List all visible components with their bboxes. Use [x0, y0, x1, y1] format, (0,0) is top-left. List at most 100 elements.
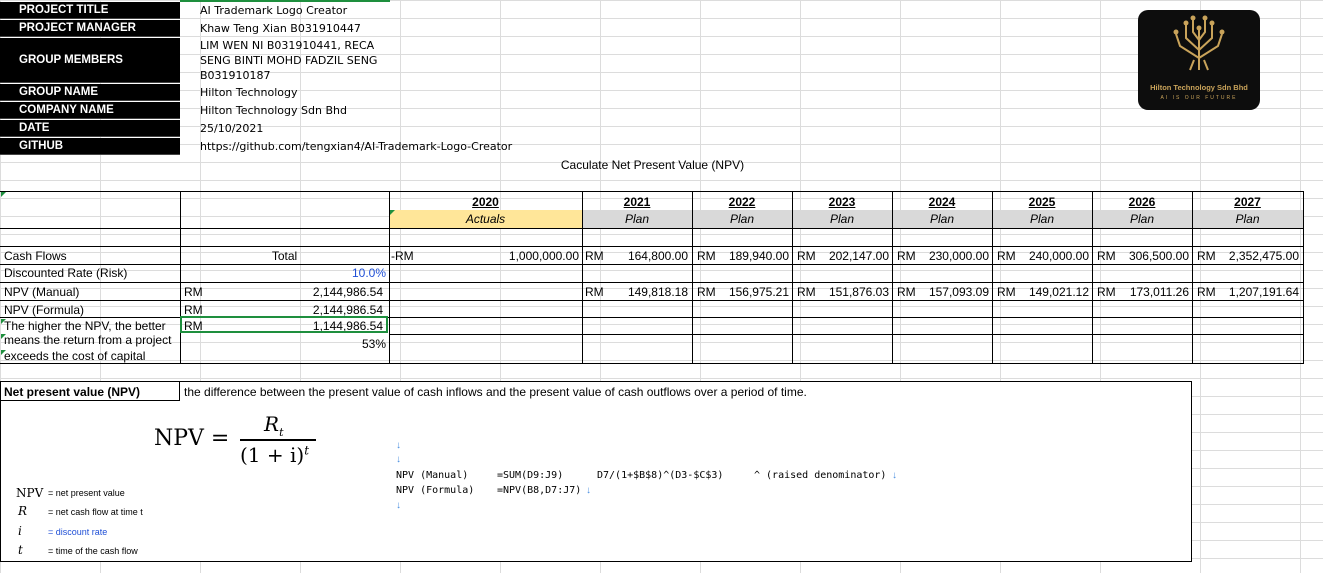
comment-marker — [1, 192, 6, 197]
year-2020: 2020 — [472, 195, 499, 209]
npv-2027[interactable]: 1,207,191.64 — [1228, 285, 1299, 299]
github-label: GITHUB — [0, 138, 180, 155]
cash-flow-2024[interactable]: 230,000.00 — [928, 249, 989, 263]
year-2021-sub: Plan — [624, 212, 650, 226]
npv-2023[interactable]: 151,876.03 — [828, 285, 889, 299]
npv-formula-image: NPV = Rt (1 + i)t — [150, 410, 330, 480]
logo-tagline: AI IS OUR FUTURE — [1160, 95, 1238, 101]
discount-rate-value[interactable]: 10.0% — [351, 266, 386, 280]
date-label: DATE — [0, 120, 180, 137]
label-npv-manual[interactable]: NPV (Manual) — [4, 285, 80, 299]
cash-flow-2023[interactable]: 202,147.00 — [828, 249, 889, 263]
npv-manual-total[interactable]: 2,144,986.54 — [312, 285, 383, 299]
formula-legend: NPV = net present value R = net cash flo… — [10, 482, 180, 560]
cash-flow-2022-currency: RM — [697, 249, 716, 263]
year-2024-sub: Plan — [929, 212, 955, 226]
percent-value[interactable]: 53% — [361, 337, 386, 351]
npv-2025-currency: RM — [997, 285, 1016, 299]
npv-2023-currency: RM — [797, 285, 816, 299]
note-line-2[interactable]: means the return from a project — [4, 333, 172, 347]
cash-flow-2020[interactable]: 1,000,000.00 — [508, 249, 579, 263]
legend-sym-npv: NPV — [16, 486, 44, 500]
label-npv-formula[interactable]: NPV (Formula) — [4, 303, 85, 317]
cash-flow-2023-currency: RM — [797, 249, 816, 263]
definition-text[interactable]: the difference between the present value… — [184, 385, 807, 399]
cash-flow-2025[interactable]: 240,000.00 — [1028, 249, 1089, 263]
comment-marker — [1, 350, 6, 355]
cash-flow-2022[interactable]: 189,940.00 — [728, 249, 789, 263]
formula-lhs: NPV = — [154, 426, 230, 451]
cash-flow-2024-currency: RM — [897, 249, 916, 263]
year-2025-sub: Plan — [1029, 212, 1055, 226]
definition-title[interactable]: Net present value (NPV) — [4, 385, 141, 399]
paragraph-mark-icon: ↓ — [396, 500, 401, 511]
year-2023-sub: Plan — [829, 212, 855, 226]
group-name-value[interactable]: Hilton Technology — [200, 86, 298, 99]
formula-notes-textbox[interactable]: ↓ ↓ NPV (Manual) =SUM(D9:J9) D7/(1+$B$8)… — [390, 438, 920, 516]
note-line-3[interactable]: exceeds the cost of capital — [4, 349, 146, 363]
code-manual-label: NPV (Manual) — [396, 470, 469, 481]
legend-desc-r: = net cash flow at time t — [48, 507, 143, 517]
paragraph-mark-icon: ↓ — [396, 440, 401, 451]
company-name-label: COMPANY NAME — [0, 102, 180, 119]
note-line-1[interactable]: The higher the NPV, the better — [4, 319, 166, 333]
npv-2025[interactable]: 149,021.12 — [1028, 285, 1089, 299]
sheet-title: Caculate Net Present Value (NPV) — [560, 158, 745, 172]
npv-formula-total[interactable]: 2,144,986.54 — [312, 303, 383, 317]
year-2027: 2027 — [1234, 195, 1261, 209]
npv-2026[interactable]: 173,011.26 — [1129, 285, 1189, 299]
total-header[interactable]: Total — [271, 249, 298, 263]
github-value[interactable]: https://github.com/tengxian4/AI-Trademar… — [200, 140, 513, 153]
cash-flow-2020-currency: -RM — [391, 249, 414, 263]
company-name-value[interactable]: Hilton Technology Sdn Bhd — [200, 104, 347, 117]
legend-desc-i: = discount rate — [48, 527, 108, 537]
cash-flow-2021[interactable]: 164,800.00 — [627, 249, 688, 263]
code-manual-formula: =SUM(D9:J9) — [497, 470, 564, 481]
legend-sym-r: R — [18, 504, 28, 518]
group-members-label: GROUP MEMBERS — [0, 38, 180, 83]
year-2023: 2023 — [828, 195, 856, 209]
selection-top-border — [180, 0, 390, 2]
cell-selection-highlight — [180, 316, 388, 333]
project-title-label: PROJECT TITLE — [0, 2, 180, 19]
npv-2021[interactable]: 149,818.18 — [627, 285, 688, 299]
cash-flow-2027-currency: RM — [1197, 249, 1216, 263]
npv-manual-currency: RM — [184, 285, 203, 299]
definition-title-cell — [0, 381, 180, 401]
legend-sym-i: i — [18, 524, 22, 538]
npv-formula-currency: RM — [184, 303, 203, 317]
project-title-value[interactable]: AI Trademark Logo Creator — [200, 4, 348, 17]
npv-2021-currency: RM — [585, 285, 604, 299]
comment-marker — [390, 210, 395, 215]
formula-denominator: (1 + i)t — [240, 443, 310, 467]
company-logo: Hilton Technology Sdn Bhd AI IS OUR FUTU… — [1138, 10, 1260, 110]
legend-sym-t: t — [18, 543, 23, 557]
legend-desc-npv: = net present value — [48, 488, 125, 498]
plan-header-bg — [582, 210, 1303, 228]
difference-total[interactable]: 1,144,986.54 — [312, 319, 383, 333]
npv-2024[interactable]: 157,093.09 — [928, 285, 989, 299]
code-pv-formula: D7/(1+$B$8)^(D3-$C$3) — [597, 470, 724, 481]
year-2026-sub: Plan — [1129, 212, 1155, 226]
year-2027-sub: Plan — [1235, 212, 1260, 226]
label-discount-rate[interactable]: Discounted Rate (Risk) — [4, 266, 128, 280]
group-name-label: GROUP NAME — [0, 84, 180, 101]
npv-2022-currency: RM — [697, 285, 716, 299]
project-manager-value[interactable]: Khaw Teng Xian B031910447 — [200, 22, 361, 35]
actuals-header-bg — [389, 210, 582, 228]
cash-flow-2027[interactable]: 2,352,475.00 — [1228, 249, 1299, 263]
year-2021: 2021 — [623, 195, 651, 209]
group-members-value[interactable]: LIM WEN NI B031910441, RECA SENG BINTI M… — [200, 39, 378, 82]
comment-marker — [1, 334, 6, 339]
cash-flow-2026[interactable]: 306,500.00 — [1128, 249, 1189, 263]
label-cash-flows[interactable]: Cash Flows — [4, 249, 67, 263]
paragraph-mark-icon: ↓ — [586, 485, 591, 496]
npv-2022[interactable]: 156,975.21 — [728, 285, 789, 299]
code-note: ^ (raised denominator) — [754, 470, 887, 481]
date-value[interactable]: 25/10/2021 — [200, 122, 264, 135]
year-2022: 2022 — [728, 195, 756, 209]
cash-flow-2021-currency: RM — [585, 249, 604, 263]
cash-flow-2025-currency: RM — [997, 249, 1016, 263]
npv-2026-currency: RM — [1097, 285, 1116, 299]
npv-2027-currency: RM — [1197, 285, 1216, 299]
